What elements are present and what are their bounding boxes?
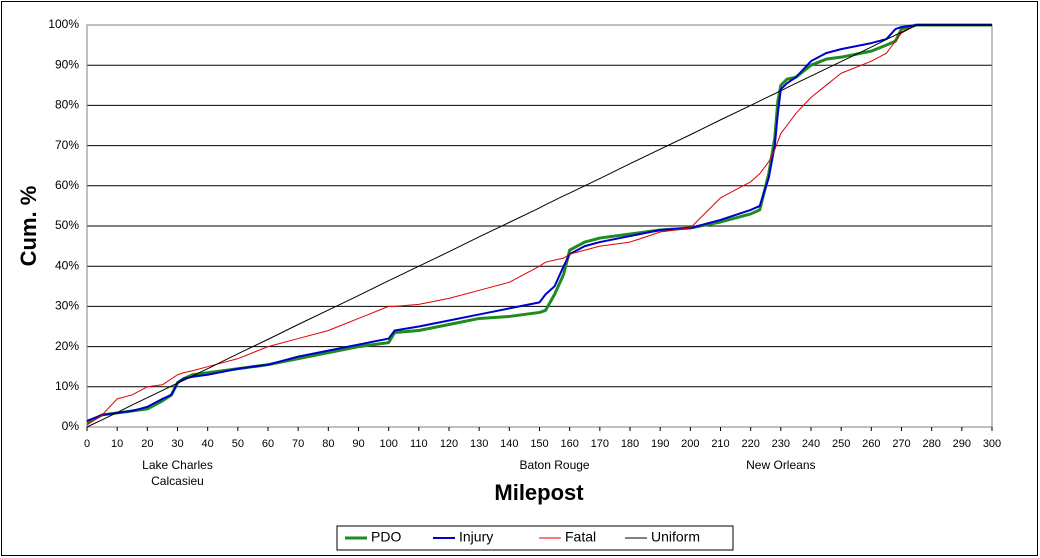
annotation: New Orleans [746, 458, 815, 472]
legend-label: Fatal [565, 529, 596, 545]
x-tick-label: 150 [530, 438, 548, 450]
x-tick-label: 10 [111, 438, 123, 450]
x-tick-label: 140 [500, 438, 518, 450]
series-line [86, 24, 992, 426]
x-tick-label: 40 [202, 438, 214, 450]
y-tick-label: 0% [62, 419, 80, 433]
y-tick-label: 20% [55, 339, 79, 353]
x-tick-label: 250 [832, 438, 850, 450]
series-line [86, 24, 992, 428]
x-tick-label: 110 [410, 438, 428, 450]
x-tick-label: 270 [892, 438, 910, 450]
annotation: Lake Charles [142, 458, 213, 472]
y-tick-label: 90% [55, 57, 79, 71]
x-tick-label: 100 [379, 438, 397, 450]
annotation: Baton Rouge [520, 458, 590, 472]
x-tick-label: 220 [741, 438, 759, 450]
x-tick-label: 290 [953, 438, 971, 450]
x-tick-label: 90 [352, 438, 364, 450]
y-tick-label: 40% [55, 258, 79, 272]
legend-label: Uniform [651, 529, 700, 545]
x-tick-label: 300 [983, 438, 1001, 450]
x-tick-label: 190 [651, 438, 669, 450]
y-tick-label: 70% [55, 138, 79, 152]
x-axis-title: Milepost [494, 480, 584, 505]
x-tick-label: 70 [292, 438, 304, 450]
x-tick-label: 0 [84, 438, 90, 450]
x-tick-label: 80 [322, 438, 334, 450]
y-tick-label: 80% [55, 98, 79, 112]
x-tick-label: 50 [232, 438, 244, 450]
legend-label: PDO [371, 529, 401, 545]
x-tick-label: 60 [262, 438, 274, 450]
x-tick-label: 130 [470, 438, 488, 450]
legend-box [336, 525, 734, 551]
x-tick-label: 120 [440, 438, 458, 450]
x-tick-label: 210 [711, 438, 729, 450]
y-tick-label: 60% [55, 178, 79, 192]
x-tick-label: 260 [862, 438, 880, 450]
annotation: Calcasieu [151, 474, 204, 488]
x-tick-label: 280 [922, 438, 940, 450]
legend-label: Injury [459, 529, 493, 545]
x-tick-label: 30 [171, 438, 183, 450]
series-line [86, 24, 992, 422]
x-tick-label: 170 [591, 438, 609, 450]
x-tick-label: 160 [560, 438, 578, 450]
x-tick-label: 20 [141, 438, 153, 450]
x-tick-label: 200 [681, 438, 699, 450]
x-tick-label: 180 [621, 438, 639, 450]
y-tick-label: 30% [55, 299, 79, 313]
y-tick-label: 50% [55, 218, 79, 232]
y-tick-label: 10% [55, 379, 79, 393]
x-tick-label: 230 [772, 438, 790, 450]
x-tick-label: 240 [802, 438, 820, 450]
y-axis-title: Cum. % [16, 186, 41, 267]
y-tick-label: 100% [48, 17, 79, 31]
